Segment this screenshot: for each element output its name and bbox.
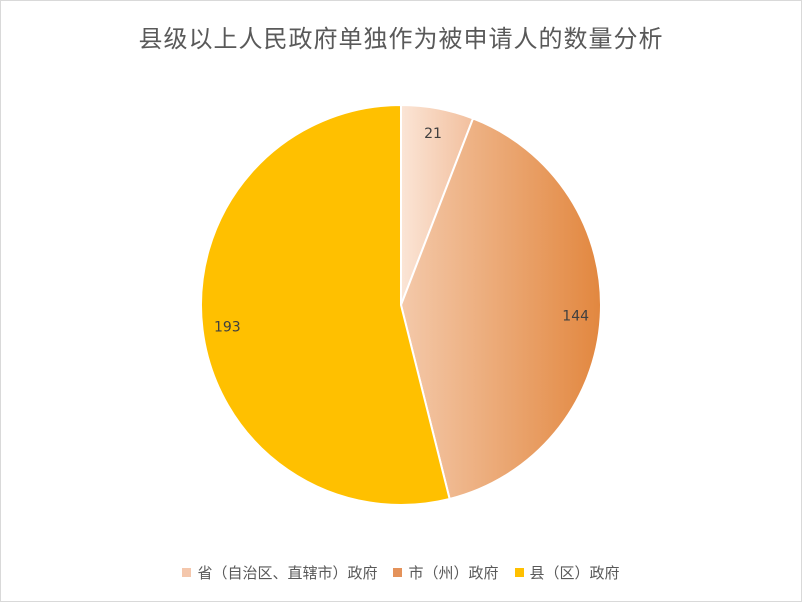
legend-item-2: 市（州）政府: [393, 562, 499, 583]
legend-item-3: 县（区）政府: [514, 562, 620, 583]
legend-item-1: 省（自治区、直辖市）政府: [182, 562, 377, 583]
legend-label: 市（州）政府: [408, 564, 499, 582]
pie-chart: 21 144 193: [200, 103, 602, 506]
data-label-1: 21: [424, 126, 442, 142]
pie-slices: [200, 103, 602, 506]
chart-title: 县级以上人民政府单独作为被申请人的数量分析: [138, 25, 664, 53]
pie-data-labels: 21 144 193: [214, 126, 589, 335]
pie-slice-2: [399, 117, 602, 501]
legend-swatch: [514, 568, 524, 577]
data-label-2: 144: [562, 309, 589, 325]
data-label-3: 193: [214, 319, 241, 335]
legend: 省（自治区、直辖市）政府 市（州）政府 县（区）政府: [1, 562, 801, 583]
legend-swatch: [182, 568, 192, 577]
legend-label: 省（自治区、直辖市）政府: [197, 564, 378, 582]
legend-label: 县（区）政府: [529, 564, 620, 582]
pie-slice-3: [200, 103, 451, 506]
legend-swatch: [393, 568, 403, 577]
